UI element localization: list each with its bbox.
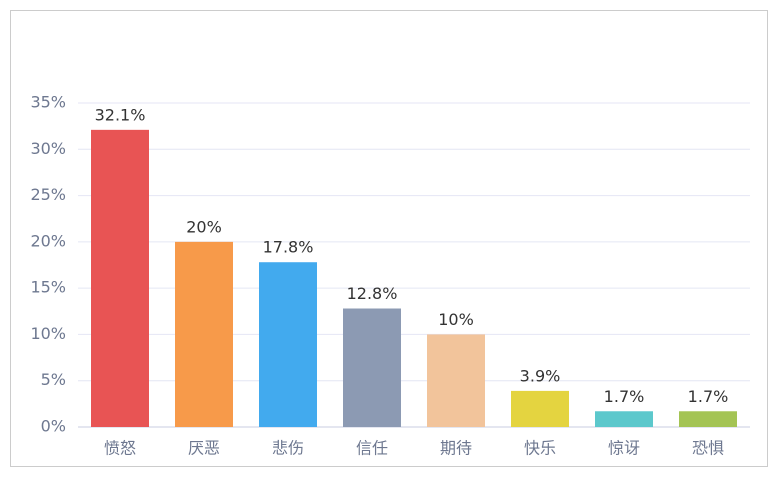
bar (679, 411, 737, 427)
y-tick-label: 10% (30, 324, 66, 343)
x-tick-label: 恐惧 (692, 439, 724, 458)
y-tick-label: 15% (30, 278, 66, 297)
value-label: 20% (186, 217, 222, 236)
value-label: 1.7% (688, 387, 729, 406)
x-tick-label: 惊讶 (608, 439, 640, 458)
bar (427, 334, 485, 427)
bar (511, 390, 569, 427)
y-tick-label: 20% (30, 231, 66, 250)
value-label: 1.7% (604, 387, 645, 406)
y-tick-label: 5% (41, 370, 66, 389)
x-tick-label: 愤怒 (104, 439, 136, 458)
bar (175, 241, 233, 427)
x-tick-label: 信任 (356, 439, 388, 458)
x-tick-label: 悲伤 (272, 439, 304, 458)
value-label: 3.9% (520, 366, 561, 385)
x-tick-label: 期待 (440, 439, 472, 458)
y-tick-label: 35% (30, 93, 66, 112)
value-label: 12.8% (347, 284, 398, 303)
bar (595, 411, 653, 427)
value-label: 32.1% (95, 105, 146, 124)
bar (343, 308, 401, 427)
y-tick-label: 0% (41, 417, 66, 436)
bar (259, 262, 317, 427)
value-label: 17.8% (263, 238, 314, 257)
y-tick-label: 25% (30, 185, 66, 204)
bar (91, 129, 149, 428)
x-tick-label: 厌恶 (188, 439, 220, 458)
x-tick-label: 快乐 (524, 439, 556, 458)
y-tick-label: 30% (30, 139, 66, 158)
value-label: 10% (438, 310, 474, 329)
